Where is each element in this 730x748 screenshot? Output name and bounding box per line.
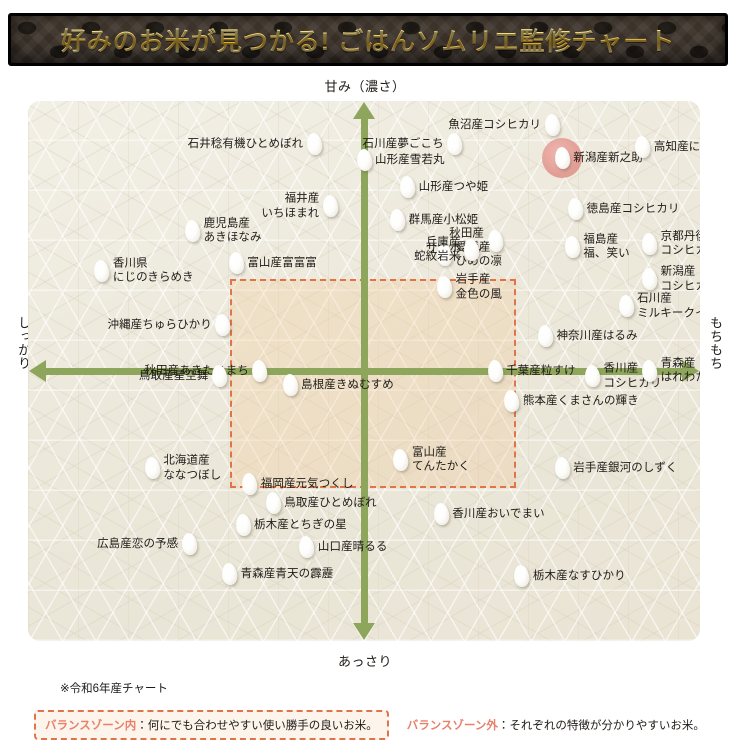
rice-variety-label: 石川産 ミルキークイーン (637, 292, 700, 320)
rice-variety-label: 沖縄産ちゅらひかり (107, 318, 212, 331)
rice-grain-icon (234, 513, 252, 537)
rice-variety-label: 鹿児島産 あきほなみ (203, 217, 262, 244)
rice-grain-icon (634, 135, 652, 159)
rice-grain-icon (298, 534, 316, 559)
rice-variety-label: 青森産 はれわたり (660, 357, 700, 384)
y-axis-down-arrow-icon (353, 623, 375, 640)
rice-variety-label: 栃木産とちぎの星 (254, 518, 347, 531)
rice-variety-label: 北海道産 ななつぼし (163, 454, 222, 482)
rice-variety-label: 山形産つや姫 (418, 181, 489, 194)
rice-grain-icon (536, 324, 555, 348)
title-banner: 好みのお米が見つかる! ごはんソムリエ監修チャート (8, 13, 728, 66)
rice-grain-icon (617, 294, 635, 319)
axis-label-top: 甘み（濃さ） (324, 79, 406, 94)
rice-grain-icon (305, 132, 324, 157)
legend: バランスゾーン内 ：何にでも合わせやすい使い勝手の良いお米。 バランスゾーン外 … (34, 710, 705, 740)
axis-label-right: もちもち (708, 316, 723, 370)
rice-variety-label: 福井産 いちほまれ (261, 192, 320, 220)
rice-grain-icon (183, 218, 202, 243)
legend-outside-zone: バランスゾーン外 ：それぞれの特徴が分かりやすいお米。 (407, 712, 705, 738)
rice-variety-label: 徳島産コシヒカリ (586, 202, 680, 215)
rice-grain-icon (321, 194, 340, 219)
rice-variety-label: 香川産おいでまい (452, 507, 545, 520)
rice-grain-icon (503, 388, 521, 413)
rice-variety-label: 千葉産粒すけ (506, 364, 576, 377)
rice-variety-label: 鳥取産ひとめぼれ (284, 497, 377, 510)
rice-grain-icon (93, 259, 111, 283)
rice-grain-icon (553, 456, 572, 481)
rice-grain-icon (640, 232, 659, 256)
rice-grain-icon (445, 132, 464, 157)
rice-variety-label: 青森産青天の霹靂 (240, 567, 334, 580)
rice-variety-label: 新潟産新之助 (573, 151, 643, 164)
rice-variety-label: 兵庫産 蛇紋岩米 (414, 236, 461, 263)
rice-variety-label: 福岡産元気つくし (260, 478, 354, 491)
rice-variety-label: 石川産夢ごこち (362, 138, 444, 150)
y-axis-line (360, 119, 368, 623)
x-axis-right-arrow-icon (682, 360, 699, 382)
rice-variety-label: 魚沼産コシヒカリ (448, 119, 542, 132)
rice-variety-label: 神奈川産はるみ (556, 329, 638, 342)
legend-inside-tag: バランスゾーン内 (45, 720, 137, 732)
rice-grain-icon (513, 564, 531, 589)
rice-grain-icon (355, 148, 373, 173)
rice-variety-label: 広島産恋の予感 (97, 537, 179, 550)
rice-grain-icon (398, 175, 417, 200)
rice-grain-icon (640, 267, 659, 292)
rice-variety-label: 熊本産くまさんの輝き (522, 394, 639, 407)
rice-grain-icon (240, 472, 259, 497)
rice-variety-label: 福島産 福、笑い (583, 233, 630, 260)
rice-grain-icon (388, 207, 407, 232)
legend-outside-description: ：それぞれの特徴が分かりやすいお米。 (497, 720, 705, 732)
axis-label-left: しっかり (16, 316, 31, 370)
rice-grain-icon (563, 234, 582, 259)
rice-grain-icon (220, 561, 239, 586)
legend-outside-tag: バランスゾーン外 (406, 720, 498, 732)
rice-variety-label: 島根産きぬむすめ (301, 378, 394, 391)
rice-grain-icon (486, 359, 504, 383)
rice-variety-label: 鳥取産星空舞 (138, 370, 209, 383)
rice-grain-icon (214, 313, 232, 337)
rice-variety-label: 岩手産銀河のしずく (573, 462, 678, 474)
chart-year-note: ※令和6年産チャート (60, 683, 168, 695)
rice-variety-label: 富山産富富富 (247, 256, 317, 269)
rice-variety-label: 栃木産なすひかり (532, 570, 626, 582)
rice-grain-icon (281, 372, 299, 397)
rice-variety-label: 群馬産小松姫 (408, 213, 479, 226)
rice-variety-label: 京都丹後産 コシヒカリ (660, 230, 700, 258)
rice-variety-label: 高知産にこまる (653, 140, 700, 153)
axis-label-bottom: あっさり (337, 654, 392, 669)
rice-grain-icon (143, 456, 162, 481)
x-axis-left-arrow-icon (29, 360, 46, 382)
y-axis-up-arrow-icon (353, 102, 375, 119)
rice-grain-icon (435, 275, 454, 300)
rice-variety-label: 新潟産 コシヒカリ (660, 265, 700, 293)
rice-grain-icon (180, 531, 199, 556)
rice-variety-label: 香川県 にじのきらめき (112, 257, 194, 285)
rice-variety-label: 山形産雪若丸 (375, 154, 445, 167)
rice-grain-icon (264, 491, 283, 516)
rice-variety-label: 富山産 てんたかく (411, 446, 470, 474)
legend-inside-zone: バランスゾーン内 ：何にでも合わせやすい使い勝手の良いお米。 (34, 710, 389, 740)
legend-inside-description: ：何にでも合わせやすい使い勝手の良いお米。 (136, 720, 378, 732)
rice-variety-label: 岩手産 金色の風 (455, 273, 503, 301)
rice-grain-icon (543, 113, 561, 138)
rice-grain-icon (392, 448, 410, 472)
rice-grain-icon (432, 502, 451, 526)
rice-grain-icon (566, 197, 585, 221)
rice-variety-label: 石井稔有機ひとめぼれ (187, 138, 304, 150)
rice-grain-icon (227, 251, 246, 275)
rice-variety-label: 山口産晴るる (317, 540, 388, 553)
rice-preference-chart: 石井稔有機ひとめぼれ山形産雪若丸 石川産夢ごこち 魚沼産コシヒカリ新潟産新之助 高知産… (28, 101, 700, 641)
page-title: 好みのお米が見つかる! ごはんソムリエ監修チャート (61, 22, 676, 58)
rice-grain-icon (251, 359, 269, 383)
